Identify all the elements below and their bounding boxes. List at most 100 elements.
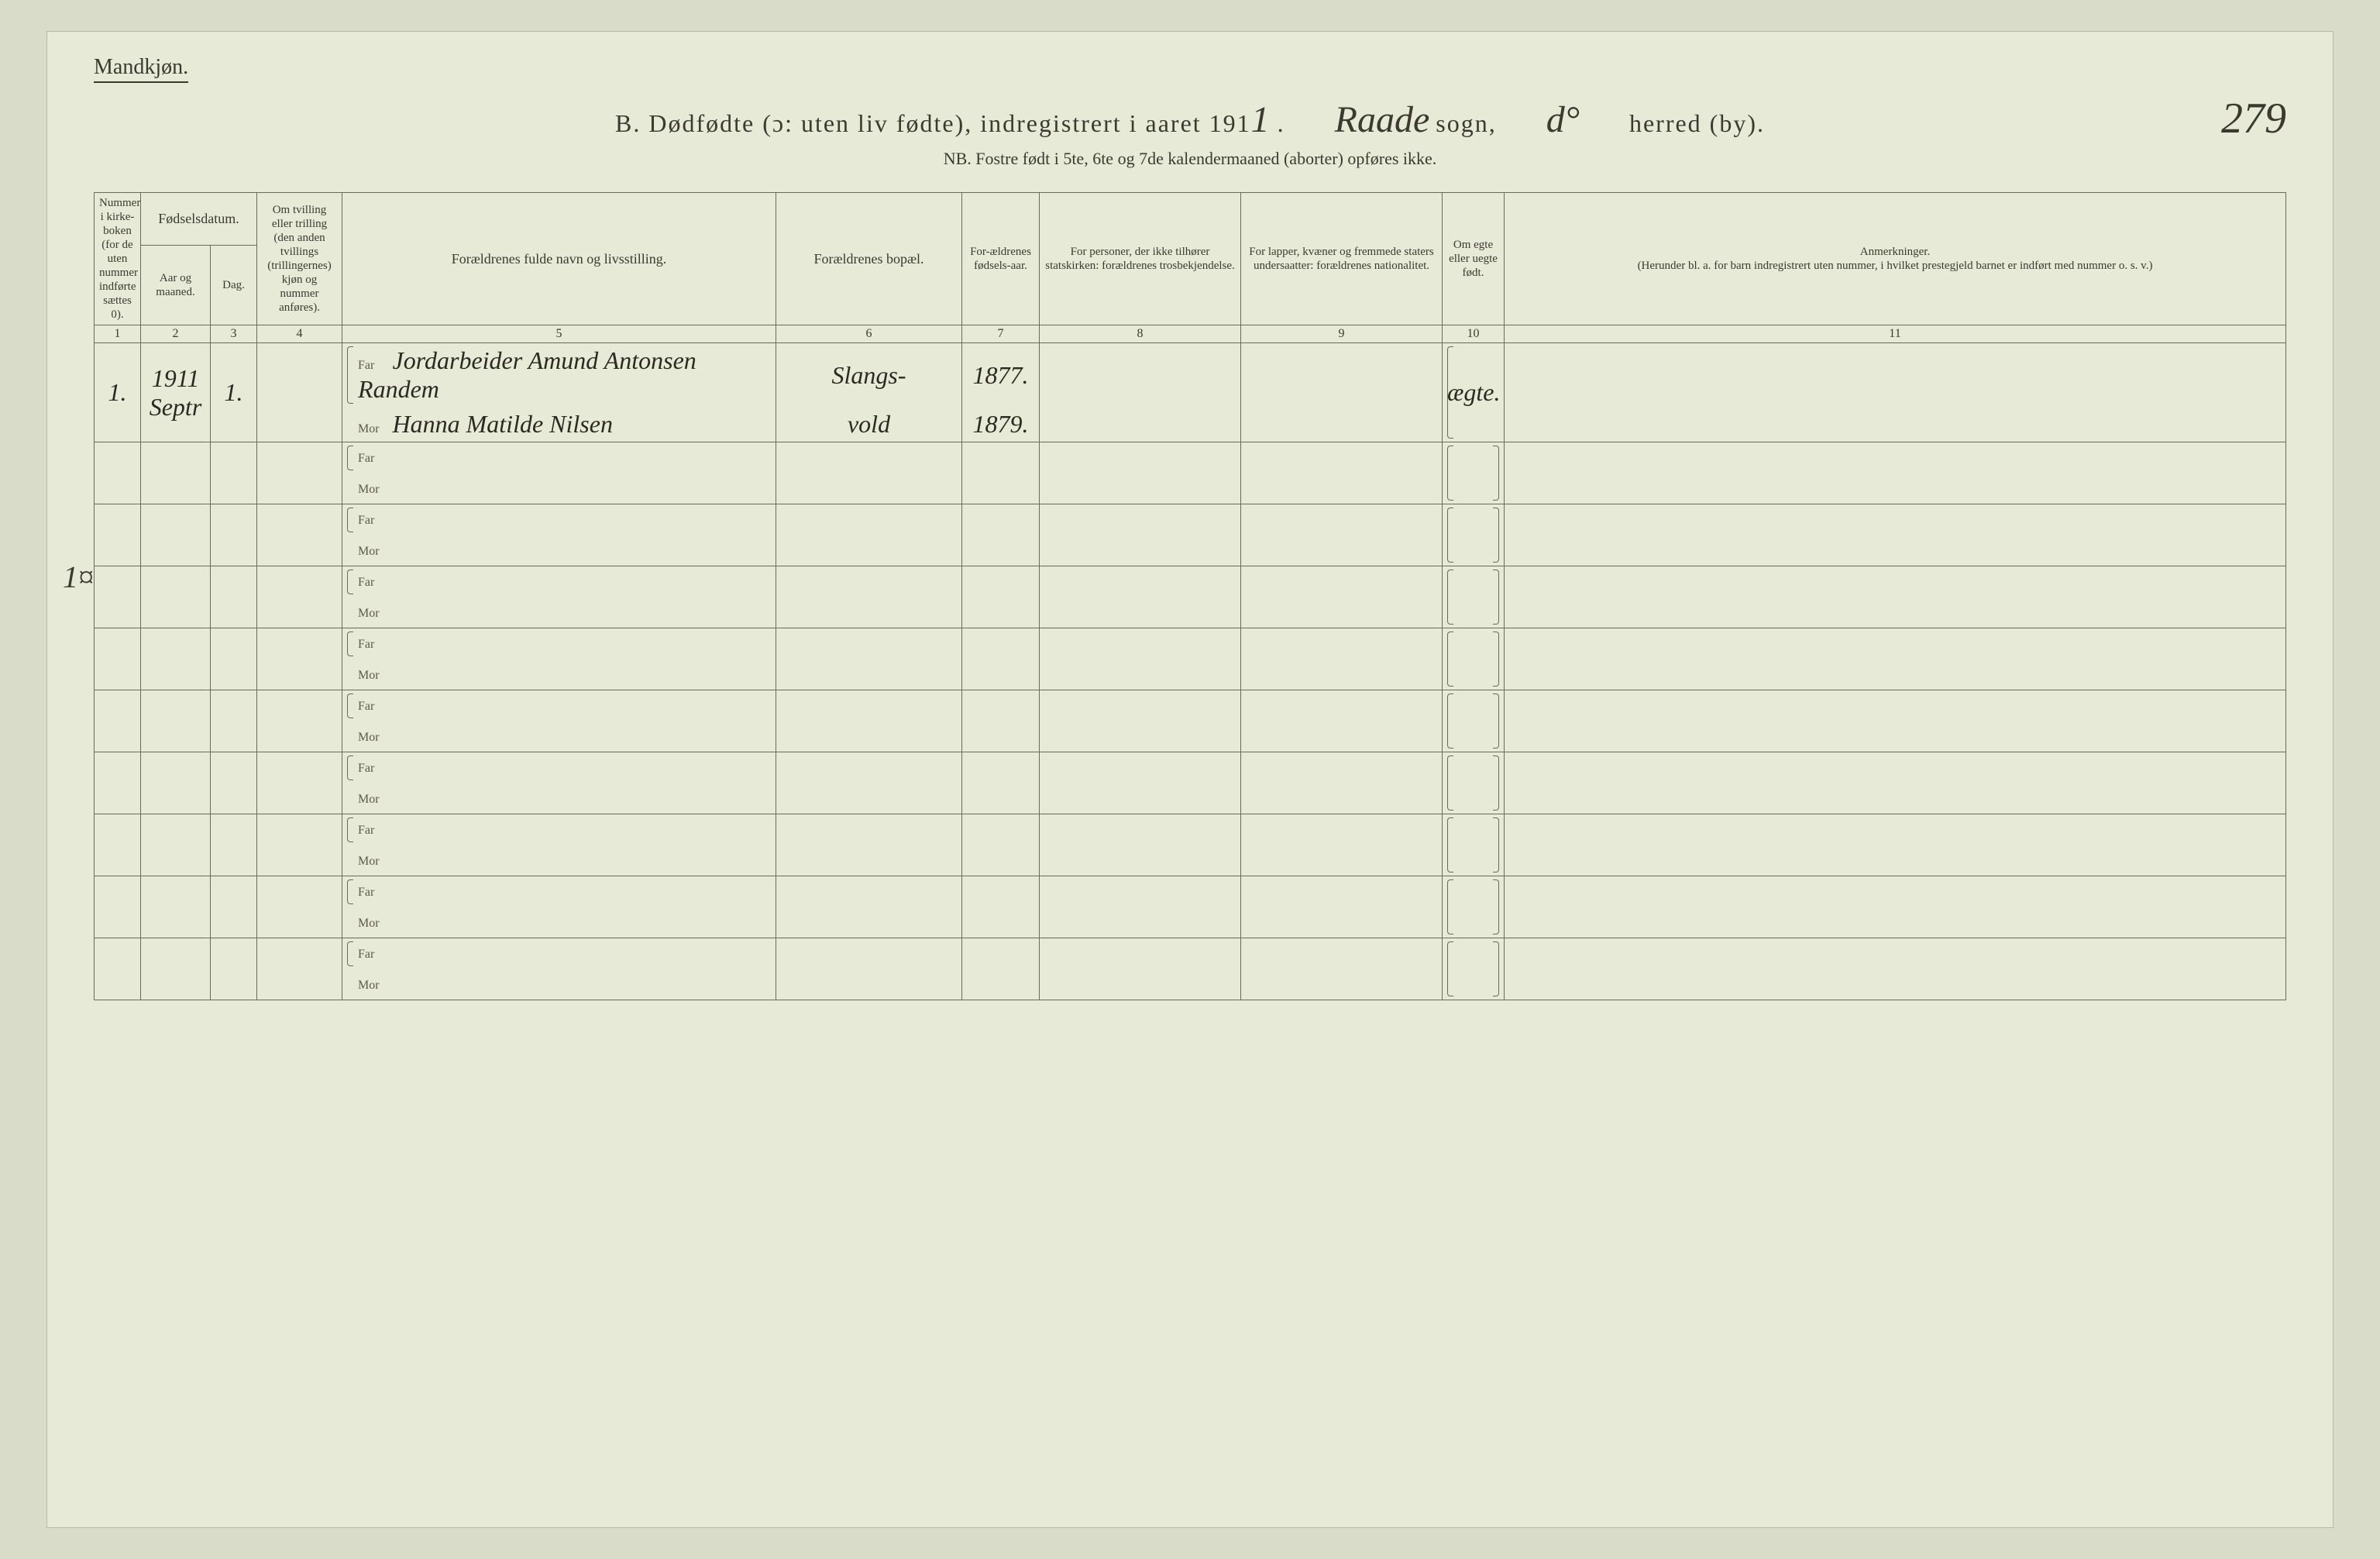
bracket-icon	[1493, 941, 1499, 996]
mor-label: Mor	[358, 483, 389, 497]
bracket-icon	[1493, 508, 1499, 563]
blank-year-month	[141, 876, 211, 938]
blank-mor-cell: Mor	[342, 535, 776, 566]
col-header-8: For personer, der ikke tilhører statskir…	[1040, 193, 1241, 325]
bracket-icon	[1447, 941, 1453, 996]
entry-twin	[257, 343, 342, 442]
blank-birth	[962, 504, 1040, 535]
blank-religion	[1040, 566, 1241, 628]
blank-remarks	[1505, 442, 2286, 504]
blank-residence	[776, 628, 962, 659]
herred-handwritten: d°	[1546, 99, 1580, 140]
entry-remarks	[1505, 343, 2286, 442]
blank-residence	[776, 876, 962, 907]
bracket-icon	[347, 446, 353, 470]
mor-label: Mor	[358, 731, 389, 745]
blank-legit	[1443, 442, 1505, 504]
blank-legit	[1443, 628, 1505, 690]
blank-residence	[776, 473, 962, 504]
blank-legit	[1443, 938, 1505, 1000]
blank-year-month	[141, 628, 211, 690]
bracket-icon	[1447, 570, 1453, 625]
blank-day	[211, 504, 257, 566]
title-prefix: B. Dødfødte (ɔ: uten liv fødte), indregi…	[615, 109, 1251, 137]
bracket-icon	[1447, 879, 1453, 934]
blank-residence	[776, 845, 962, 876]
blank-residence	[776, 969, 962, 1000]
blank-religion	[1040, 752, 1241, 814]
blank-residence	[776, 907, 962, 938]
blank-year-month	[141, 690, 211, 752]
blank-religion	[1040, 504, 1241, 566]
colnum-3: 3	[211, 325, 257, 343]
blank-nationality	[1241, 876, 1443, 938]
blank-residence	[776, 783, 962, 814]
bracket-icon	[1493, 693, 1499, 749]
blank-mor-cell: Mor	[342, 659, 776, 690]
far-label: Far	[358, 886, 389, 900]
colnum-2: 2	[141, 325, 211, 343]
sogn-label: sogn,	[1436, 109, 1496, 137]
blank-far-cell: Far	[342, 814, 776, 845]
blank-legit	[1443, 752, 1505, 814]
colnum-9: 9	[1241, 325, 1443, 343]
blank-residence	[776, 597, 962, 628]
register-table: Nummer i kirke-boken (for de uten nummer…	[94, 192, 2286, 1000]
blank-far-cell: Far	[342, 752, 776, 783]
blank-year-month	[141, 442, 211, 504]
blank-nationality	[1241, 814, 1443, 876]
blank-twin	[257, 752, 342, 814]
far-label: Far	[358, 762, 389, 776]
blank-residence	[776, 535, 962, 566]
blank-twin	[257, 628, 342, 690]
col-header-1: Nummer i kirke-boken (for de uten nummer…	[95, 193, 141, 325]
blank-twin	[257, 938, 342, 1000]
bracket-icon	[1493, 446, 1499, 501]
blank-nationality	[1241, 690, 1443, 752]
blank-religion	[1040, 628, 1241, 690]
bracket-icon	[1447, 508, 1453, 563]
far-label: Far	[358, 576, 389, 590]
far-label: Far	[358, 700, 389, 714]
blank-legit	[1443, 876, 1505, 938]
bracket-icon	[347, 346, 353, 404]
blank-twin	[257, 876, 342, 938]
col-header-4: Om tvilling eller trilling (den anden tv…	[257, 193, 342, 325]
blank-twin	[257, 690, 342, 752]
blank-mor-cell: Mor	[342, 845, 776, 876]
blank-birth	[962, 473, 1040, 504]
bracket-icon	[1447, 446, 1453, 501]
bracket-icon	[347, 693, 353, 718]
blank-day	[211, 566, 257, 628]
blank-residence	[776, 659, 962, 690]
mor-label: Mor	[358, 545, 389, 559]
blank-far-cell: Far	[342, 690, 776, 721]
blank-far-cell: Far	[342, 566, 776, 597]
bracket-icon	[347, 632, 353, 656]
blank-birth	[962, 659, 1040, 690]
blank-num	[95, 628, 141, 690]
blank-far-cell: Far	[342, 628, 776, 659]
col-header-fodsel: Fødselsdatum.	[141, 193, 257, 246]
colnum-4: 4	[257, 325, 342, 343]
blank-nationality	[1241, 504, 1443, 566]
blank-birth	[962, 442, 1040, 473]
blank-mor-cell: Mor	[342, 783, 776, 814]
blank-far-cell: Far	[342, 938, 776, 969]
mor-label: Mor	[358, 917, 389, 931]
colnum-6: 6	[776, 325, 962, 343]
mor-label: Mor	[358, 793, 389, 807]
blank-residence	[776, 690, 962, 721]
entry-num: 1.	[95, 343, 141, 442]
blank-mor-cell: Mor	[342, 721, 776, 752]
col-header-11-title: Anmerkninger.	[1860, 246, 1930, 258]
blank-remarks	[1505, 752, 2286, 814]
col-header-11-sub: (Herunder bl. a. for barn indregistrert …	[1638, 260, 2153, 272]
bracket-icon	[1447, 755, 1453, 810]
blank-day	[211, 628, 257, 690]
far-label: Far	[358, 452, 389, 466]
blank-residence	[776, 752, 962, 783]
far-label: Far	[358, 948, 389, 962]
blank-num	[95, 814, 141, 876]
blank-year-month	[141, 814, 211, 876]
